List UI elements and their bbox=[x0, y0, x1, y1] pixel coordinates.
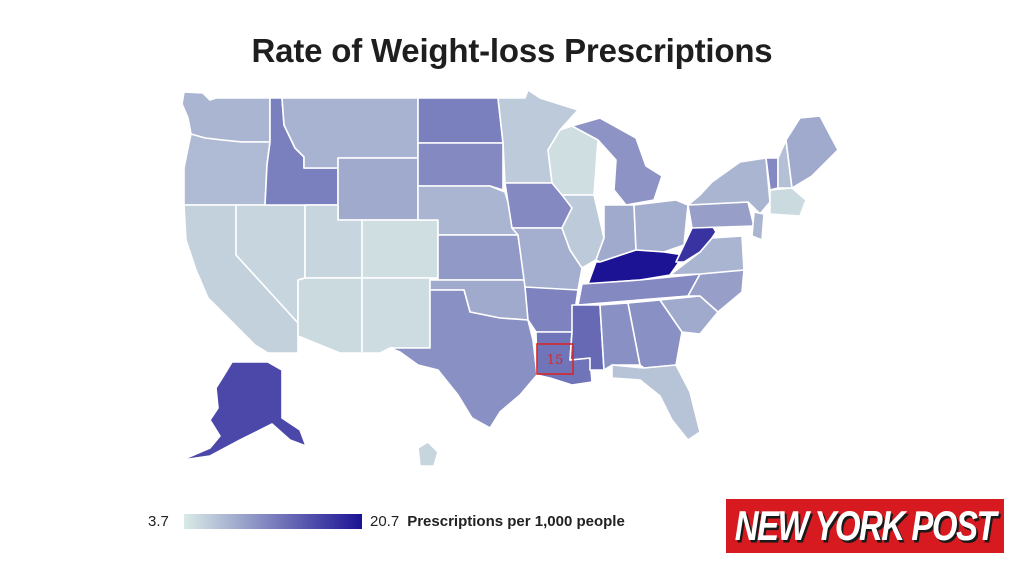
state-pennsylvania[interactable] bbox=[687, 201, 755, 229]
state-south-dakota[interactable] bbox=[417, 142, 504, 191]
map-title: Rate of Weight-loss Prescriptions bbox=[251, 32, 773, 69]
state-new-mexico[interactable] bbox=[361, 277, 431, 354]
state-arizona[interactable] bbox=[297, 277, 363, 354]
legend-min-label: 3.7 bbox=[148, 512, 169, 530]
state-maine[interactable] bbox=[785, 115, 839, 189]
legend-max-label: 20.7 bbox=[370, 512, 400, 530]
state-new-jersey[interactable] bbox=[751, 211, 765, 241]
color-legend: 3.7 20.7 Prescriptions per 1,000 people bbox=[148, 512, 625, 530]
state-north-dakota[interactable] bbox=[417, 97, 504, 144]
state-kansas[interactable] bbox=[437, 234, 526, 281]
state-oregon[interactable] bbox=[183, 133, 271, 206]
state-illinois[interactable] bbox=[561, 194, 605, 269]
state-ohio[interactable] bbox=[633, 199, 689, 253]
state-alabama[interactable] bbox=[599, 302, 641, 371]
state-hawaii[interactable] bbox=[417, 441, 439, 467]
legend-gradient-bar bbox=[184, 513, 362, 529]
state-florida[interactable] bbox=[611, 364, 701, 441]
state-colorado[interactable] bbox=[361, 219, 439, 279]
state-arkansas[interactable] bbox=[524, 286, 579, 333]
legend-unit-label: Prescriptions per 1,000 people bbox=[407, 512, 625, 530]
logo-text: NEW YORK POST bbox=[734, 502, 997, 549]
state-michigan[interactable] bbox=[571, 117, 663, 206]
state-wyoming[interactable] bbox=[337, 157, 419, 221]
annotation-box bbox=[536, 343, 574, 375]
state-alaska[interactable] bbox=[181, 361, 307, 461]
new-york-post-logo[interactable]: NEW YORK POST bbox=[726, 499, 1004, 553]
state-massachusetts[interactable] bbox=[769, 187, 807, 217]
state-texas[interactable] bbox=[389, 289, 538, 429]
annotation-label: 15 bbox=[547, 353, 564, 368]
state-wisconsin[interactable] bbox=[547, 125, 599, 196]
annotation-marker: 15 bbox=[536, 343, 574, 375]
